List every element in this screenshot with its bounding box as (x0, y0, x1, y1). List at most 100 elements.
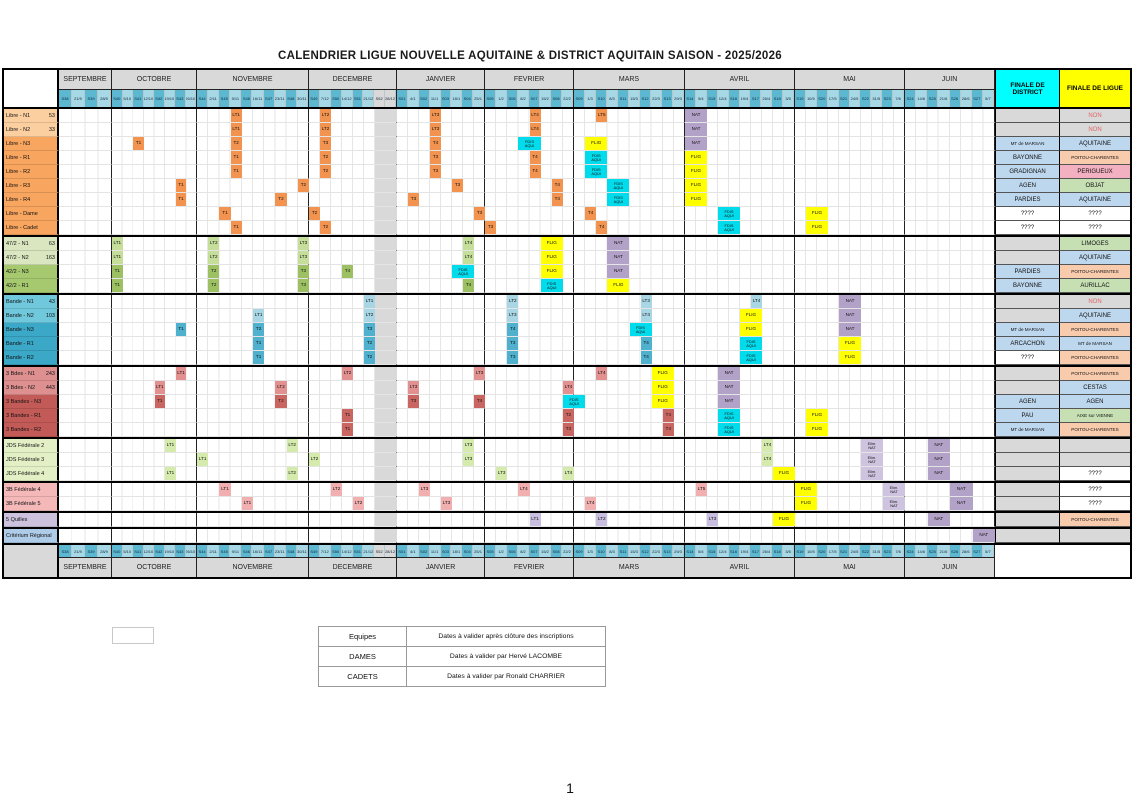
month-cells-fevrier: T4 (485, 151, 574, 165)
week-number-cell: S43 (175, 545, 186, 557)
event-cell-lt: LT3 (474, 367, 485, 380)
month-cells-avril: FLIG (685, 165, 795, 179)
week-number-cell: S45 (219, 545, 231, 557)
table-row: 3 Bdes - N1 243 LT1 LT2 LT3 LT4 FLIG NAT POITOU-… (4, 367, 1130, 381)
row-label: Bande - N1 43 (4, 295, 59, 309)
event-cell-lt: LT4 (596, 367, 608, 380)
week-header-row: S14 5/4 S15 12/4 S16 19/4 S17 26/4 S18 3/5 (685, 90, 795, 107)
row-label: Libre - R2 (4, 165, 59, 179)
month-cells-janvier (397, 221, 485, 235)
month-cells-juin (905, 251, 995, 265)
month-cells-mai (795, 367, 905, 381)
month-cells-mars: FLIG (574, 279, 685, 293)
month-cells-janvier: LT3 (397, 453, 485, 467)
footer-weeks-janvier: S01 4/1 S02 11/1 S03 18/1 S04 25/1 (397, 545, 485, 557)
month-cells-janvier: T4 (397, 279, 485, 293)
month-cells-fevrier: LT2 (485, 295, 574, 309)
month-cells-septembre (59, 423, 112, 437)
month-cells-novembre: LT1 (197, 123, 309, 137)
month-cells-avril: LT4 (685, 453, 795, 467)
finale-ligue-cell: NON (1059, 109, 1130, 123)
section-bande: Bande - N1 43 LT1 LT2 LT3 LT4 NAT NON Bande - N2… (4, 293, 1130, 365)
footer-month-name: MAI (795, 557, 905, 577)
week-date-cell: 7/6 (893, 90, 905, 107)
month-cells-octobre: LT1 (112, 367, 197, 381)
month-cells-novembre: LT1 (197, 453, 309, 467)
month-cells-janvier: T3 (397, 193, 485, 207)
week-date-cell: 26/10 (185, 90, 196, 107)
holiday-gray-band (375, 137, 397, 150)
month-cells-decembre (309, 467, 397, 481)
event-cell-lt: LT4 (529, 109, 541, 122)
event-cell-lt: LT2 (331, 483, 342, 496)
month-cells-decembre: T2 (309, 165, 397, 179)
event-cell-t: T2 (562, 409, 574, 422)
event-cell-t: T1 (175, 179, 187, 192)
event-cell-t: T4 (463, 279, 474, 292)
event-cell-lt: LT3 (496, 467, 508, 480)
event-cell-flig: FLIG (651, 381, 674, 394)
month-cells-fevrier: LT1 (485, 513, 574, 527)
month-cells-janvier (397, 337, 485, 351)
month-cells-fevrier: T3 (485, 351, 574, 365)
month-cells-septembre (59, 513, 112, 527)
month-cells-avril (685, 265, 795, 279)
month-cells-fevrier: T3 (485, 221, 574, 235)
event-cell-lt: LT1 (364, 295, 375, 308)
event-cell-t: T2 (320, 151, 331, 164)
holiday-gray-band (375, 323, 397, 336)
month-cells-octobre: T1 (112, 137, 197, 151)
month-cells-decembre: T1 (309, 423, 397, 437)
month-cells-juin (905, 423, 995, 437)
month-cells-fevrier: LT4 (485, 381, 574, 395)
month-header-septembre: SEPTEMBRE S38 21/9 S39 28/9 (59, 70, 112, 107)
finale-ligue-cell: LIMOGES (1059, 237, 1130, 251)
month-header-novembre: NOVEMBRE S44 2/11 S45 9/11 S46 16/11 S47 23/11 S4… (197, 70, 309, 107)
finale-district-cell: BAYONNE (995, 279, 1059, 293)
event-cell-lt: LT5 (596, 109, 608, 122)
legend-key: DAMES (319, 647, 407, 666)
month-cells-mai (795, 165, 905, 179)
month-cells-mars: NAT (574, 251, 685, 265)
event-cell-lt: LT3 (419, 483, 430, 496)
event-cell-lt: LT4 (762, 439, 773, 452)
week-date-cell: 31/5 (871, 90, 883, 107)
week-number-cell: S04 (462, 545, 474, 557)
month-cells-avril: NAT (685, 123, 795, 137)
week-number-cell: S11 (618, 545, 629, 557)
month-cells-septembre (59, 151, 112, 165)
month-cells-mars: T4 (574, 409, 685, 423)
week-date-cell: 15/2 (540, 90, 551, 107)
week-number-cell: S25 (927, 90, 939, 107)
section-bdes3: 3 Bdes - N1 243 LT1 LT2 LT3 LT4 FLIG NAT POITOU-… (4, 365, 1130, 437)
month-header-decembre: DECEMBRE S49 7/12 S50 14/12 S51 21/12 S52 28/12 (309, 70, 397, 107)
row-label: JDS Fédérale 3 (4, 453, 59, 467)
footer-weeks-mai: S19 10/5 S20 17/5 S21 24/5 S22 31/5 S23 7/6 (795, 545, 905, 557)
week-number-cell: S27 (971, 545, 983, 557)
month-name: NOVEMBRE (197, 70, 308, 90)
month-header-octobre: OCTOBRE S40 5/10 S41 12/10 S42 19/10 S43 26/10 (112, 70, 197, 107)
month-cells-decembre: T3 (309, 323, 397, 337)
legend-key: Equipes (319, 627, 407, 646)
week-date-cell: 5/7 (982, 90, 994, 107)
week-number-cell: S07 (529, 90, 540, 107)
event-cell-t: T2 (320, 221, 331, 234)
week-number-cell: S08 (551, 90, 562, 107)
month-cells-decembre: T2 (309, 207, 397, 221)
legend-value: Dates à valider par Ronald CHARRIER (447, 673, 565, 680)
month-cells-decembre (309, 381, 397, 395)
month-cells-mars: T4 (574, 351, 685, 365)
event-cell-t: T4 (507, 323, 519, 336)
event-cell-lt: LT3 (408, 381, 419, 394)
week-date-cell: 11/1 (429, 545, 441, 557)
month-cells-mars (574, 123, 685, 137)
event-cell-t: T3 (320, 137, 331, 150)
week-number-cell: S19 (795, 545, 806, 557)
week-date-cell: 8/3 (607, 545, 618, 557)
finale-ligue-cell (1059, 453, 1130, 467)
holiday-gray-band (375, 221, 397, 234)
event-cell-t: T4 (640, 337, 652, 350)
month-cells-janvier (397, 513, 485, 527)
month-cells-janvier (397, 409, 485, 423)
month-cells-novembre (197, 367, 309, 381)
